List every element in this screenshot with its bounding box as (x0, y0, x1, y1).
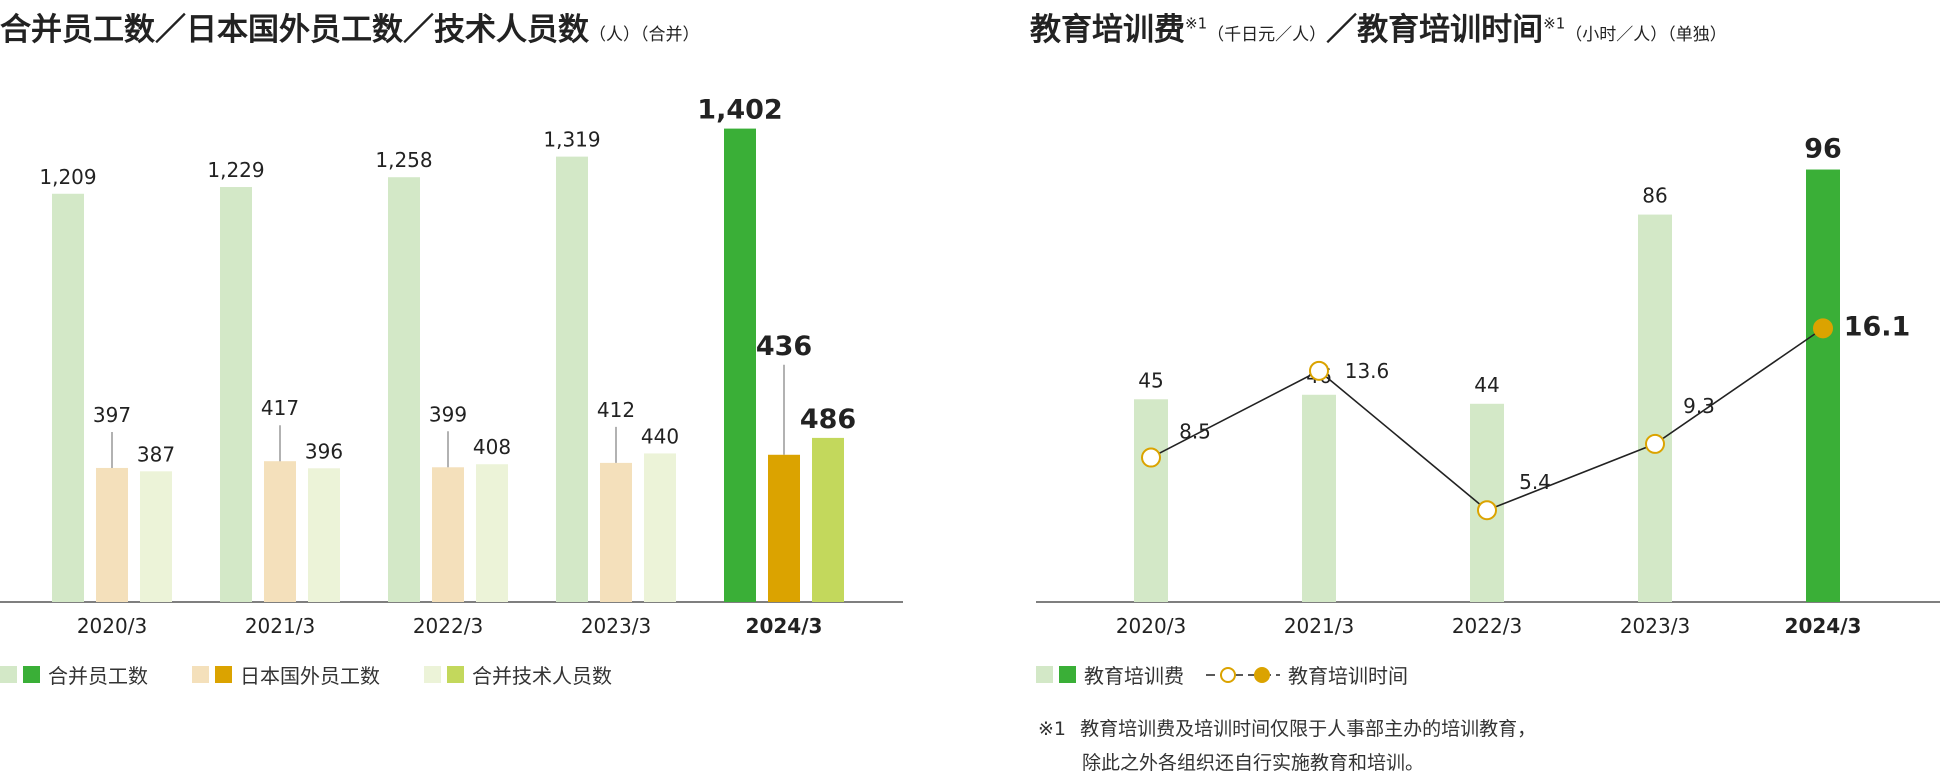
data-label-2022/3-series0: 1,258 (375, 148, 432, 172)
bar-2023/3-series1 (600, 462, 632, 602)
bar-label-2024/3: 96 (1804, 134, 1842, 165)
bar-2024/3 (1806, 169, 1840, 602)
bar-label-2020/3: 45 (1138, 368, 1163, 392)
line-label-2023/3: 9.3 (1683, 394, 1715, 418)
left-chart-panel: 合并员工数／日本国外员工数／技术人员数（人）（合并） 1,209 397 387 20… (0, 4, 903, 689)
data-label-2023/3-series1: 412 (597, 398, 635, 422)
bar-2022/3-series2 (476, 464, 508, 602)
right-title-slash: ／ (1326, 12, 1358, 48)
legend-swatch-engineers-dark (447, 666, 464, 683)
x-tick-label-2024/3: 2024/3 (1785, 614, 1862, 638)
bar-label-2022/3: 44 (1474, 373, 1499, 397)
left-chart-title: 合并员工数／日本国外员工数／技术人员数（人）（合并） (0, 4, 700, 49)
bar-2021/3-series2 (308, 468, 340, 602)
data-label-2023/3-series0: 1,319 (543, 128, 600, 152)
bar-2024/3-series2 (812, 437, 844, 602)
footnote-line1: 教育培训费及培训时间仅限于人事部主办的培训教育， (1080, 718, 1537, 740)
bar-2021/3 (1302, 394, 1336, 602)
right-chart-title: 教育培训费※1（千日元／人）／教育培训时间※1（小时／人）（单独） (1030, 4, 1727, 49)
data-label-2022/3-series2: 408 (473, 435, 511, 459)
bar-2021/3-series0 (220, 187, 252, 602)
legend-swatch-overseas-light (192, 666, 209, 683)
x-tick-label-2021/3: 2021/3 (245, 614, 315, 638)
footnote: ※1 教育培训费及培训时间仅限于人事部主办的培训教育， 除此之外各组织还自行实施… (1038, 712, 1536, 780)
bar-2020/3-series1 (96, 467, 128, 602)
data-label-2024/3-series1: 436 (756, 331, 812, 362)
bar-2024/3-series0 (724, 128, 756, 602)
bar-2022/3-series0 (388, 177, 420, 603)
x-tick-label-2023/3: 2023/3 (581, 614, 651, 638)
data-label-2020/3-series0: 1,209 (39, 165, 96, 189)
bar-2020/3-series2 (140, 471, 172, 602)
right-title-unit1: （千日元／人） (1207, 25, 1327, 45)
left-title-main: 合并员工数／日本国外员工数／技术人员数 (0, 12, 589, 48)
legend-line-icon (1206, 666, 1280, 683)
legend-line-swatch (1206, 665, 1280, 685)
left-chart-legend: 合并员工数 日本国外员工数 合并技术人员数 (0, 660, 656, 689)
x-tick-label-2021/3: 2021/3 (1284, 614, 1354, 638)
bar-2021/3-series1 (264, 461, 296, 602)
data-label-2024/3-series0: 1,402 (697, 95, 782, 126)
legend-label-cost: 教育培训费 (1084, 664, 1184, 688)
right-chart-panel: 教育培训费※1（千日元／人）／教育培训时间※1（小时／人）（单独） 45 2020… (1030, 0, 1940, 780)
bar-2023/3 (1638, 214, 1672, 602)
x-tick-label-2024/3: 2024/3 (746, 614, 823, 638)
right-title-unit2: （小时／人）（单独） (1565, 25, 1727, 45)
data-label-2022/3-series1: 399 (429, 402, 467, 426)
right-title-main2: 教育培训时间 (1357, 12, 1544, 48)
bar-2023/3-series2 (644, 453, 676, 602)
right-title-sup1: ※1 (1185, 14, 1208, 33)
line-point-2020/3 (1141, 447, 1161, 468)
legend-swatch-engineers-light (424, 666, 441, 683)
line-point-2023/3 (1645, 433, 1665, 454)
line-point-2021/3 (1309, 360, 1329, 381)
legend-swatch-cost-light (1036, 666, 1053, 683)
data-label-2024/3-series2: 486 (800, 404, 856, 435)
footnote-mark: ※1 (1038, 718, 1067, 740)
data-label-2021/3-series0: 1,229 (207, 158, 264, 182)
bar-2020/3-series0 (52, 193, 84, 602)
line-label-2020/3: 8.5 (1179, 420, 1211, 444)
footnote-line2: 除此之外各组织还自行实施教育和培训。 (1082, 752, 1425, 774)
x-tick-label-2022/3: 2022/3 (1452, 614, 1522, 638)
line-label-2022/3: 5.4 (1519, 470, 1551, 494)
data-label-2021/3-series1: 417 (261, 396, 299, 420)
x-tick-label-2020/3: 2020/3 (1116, 614, 1186, 638)
legend-label-overseas: 日本国外员工数 (240, 664, 380, 688)
data-label-2020/3-series2: 387 (137, 442, 175, 466)
x-tick-label-2020/3: 2020/3 (77, 614, 147, 638)
right-chart-legend: 教育培训费 教育培训时间 (1036, 660, 1408, 689)
bar-2023/3-series0 (556, 156, 588, 602)
bar-label-2023/3: 86 (1642, 184, 1667, 208)
line-label-2024/3: 16.1 (1844, 311, 1911, 342)
legend-swatch-employees-dark (23, 666, 40, 683)
legend-label-employees: 合并员工数 (48, 664, 148, 688)
legend-swatch-overseas-dark (215, 666, 232, 683)
bar-2020/3 (1134, 399, 1168, 602)
right-chart-plot: 452020/3462021/3442022/3862023/3962024/3… (1036, 134, 1940, 638)
data-label-2020/3-series1: 397 (93, 403, 131, 427)
data-label-2021/3-series2: 396 (305, 439, 343, 463)
right-title-main1: 教育培训费 (1030, 12, 1185, 48)
x-tick-label-2023/3: 2023/3 (1620, 614, 1690, 638)
legend-label-hours: 教育培训时间 (1288, 664, 1408, 688)
line-label-2021/3: 13.6 (1345, 359, 1390, 383)
data-label-2023/3-series2: 440 (641, 424, 679, 448)
legend-swatch-employees-light (0, 666, 17, 683)
left-title-unit: （人）（合并） (589, 25, 700, 45)
line-point-2024/3 (1813, 318, 1833, 339)
x-tick-label-2022/3: 2022/3 (413, 614, 483, 638)
right-title-sup2: ※1 (1543, 14, 1566, 33)
legend-swatch-cost-dark (1059, 666, 1076, 683)
line-point-2022/3 (1477, 500, 1497, 521)
bar-2024/3-series1 (768, 454, 800, 602)
bar-2022/3-series1 (432, 467, 464, 602)
legend-label-engineers: 合并技术人员数 (472, 664, 612, 688)
